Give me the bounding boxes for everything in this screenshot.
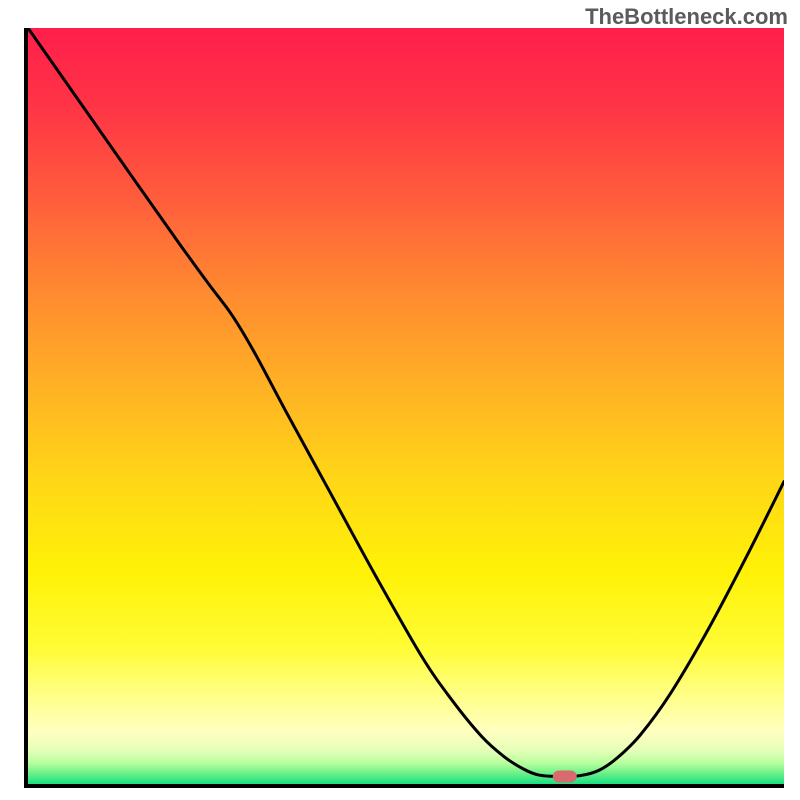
gradient-background bbox=[28, 28, 784, 784]
plot-area bbox=[24, 28, 784, 788]
chart-svg bbox=[24, 28, 784, 788]
watermark-text: TheBottleneck.com bbox=[585, 4, 788, 30]
chart-container: TheBottleneck.com bbox=[0, 0, 800, 800]
optimum-marker bbox=[553, 770, 577, 782]
